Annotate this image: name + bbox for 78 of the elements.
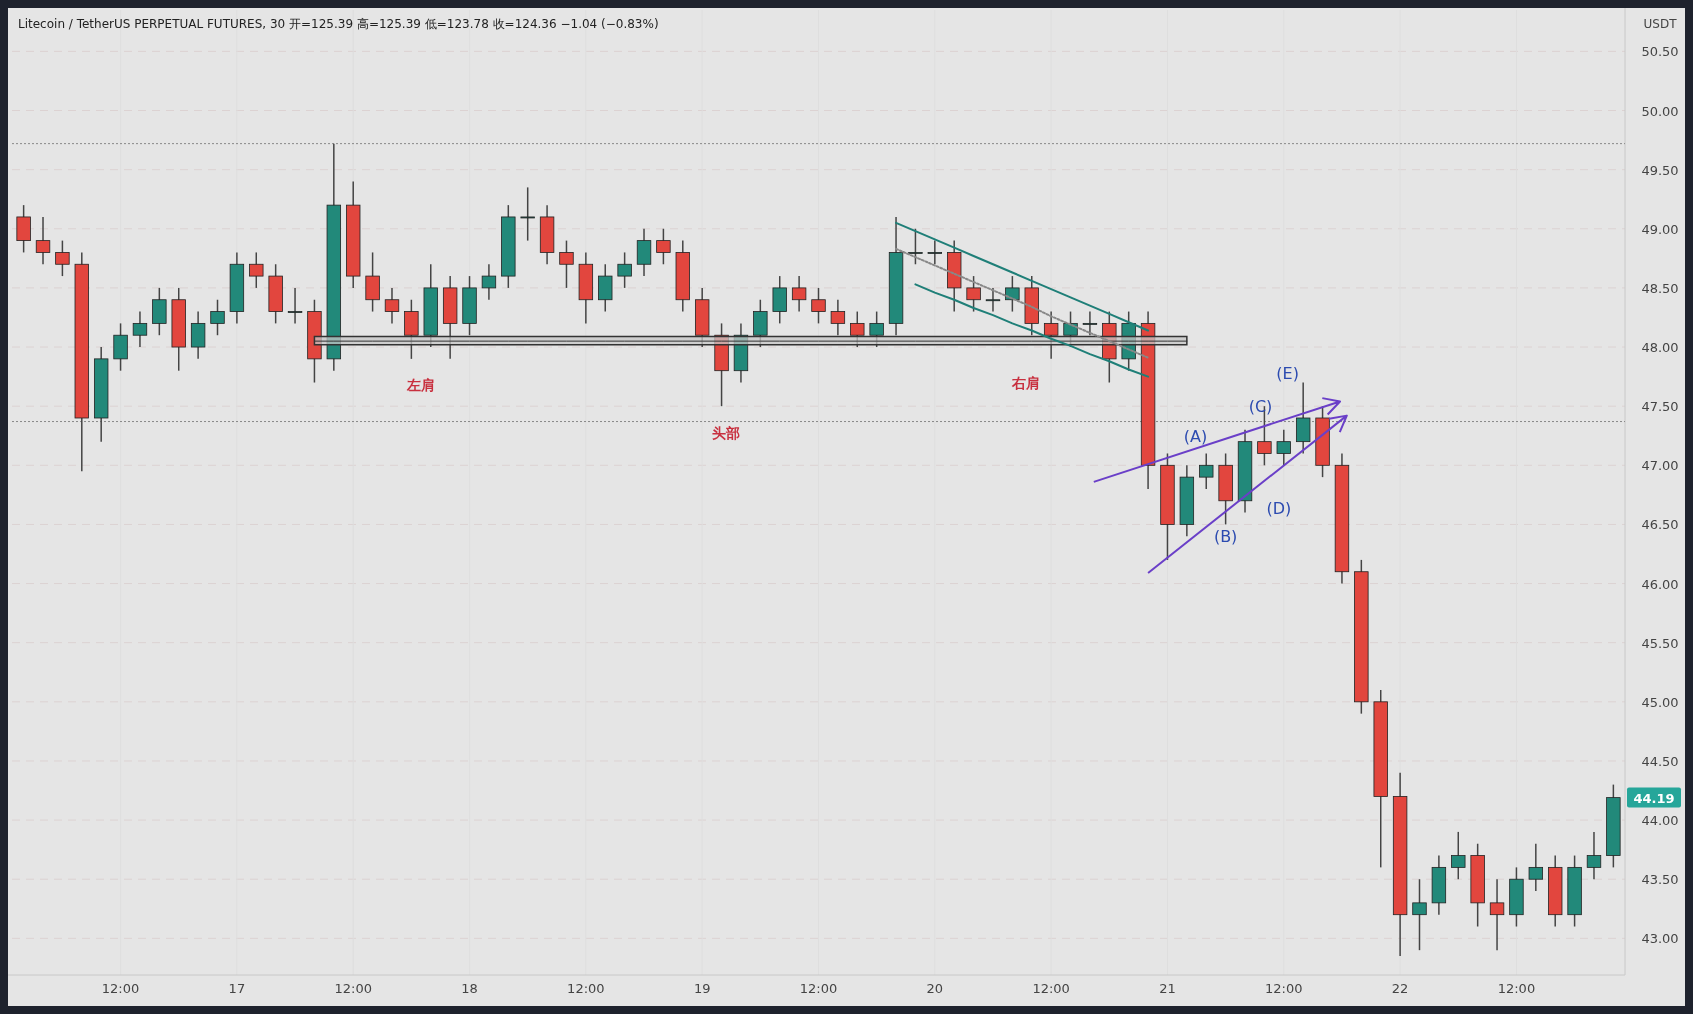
y-tick-label: 44.50 bbox=[1641, 753, 1679, 769]
y-tick-label: 46.50 bbox=[1641, 517, 1679, 533]
x-tick-label: 18 bbox=[461, 981, 478, 996]
x-tick-label: 12:00 bbox=[334, 981, 372, 996]
annotation: (C) bbox=[1248, 397, 1273, 417]
candlestick bbox=[190, 310, 206, 360]
y-tick-label: 48.50 bbox=[1641, 280, 1679, 296]
candlestick bbox=[132, 310, 148, 348]
candlestick bbox=[1451, 831, 1466, 880]
candlestick bbox=[636, 228, 652, 277]
candlestick bbox=[365, 251, 380, 313]
y-tick-label: 44.00 bbox=[1641, 813, 1679, 829]
candlestick bbox=[1489, 878, 1505, 951]
candlestick bbox=[772, 275, 787, 325]
y-tick-label: 43.50 bbox=[1641, 872, 1679, 888]
candlestick bbox=[249, 251, 264, 289]
candlestick bbox=[1295, 381, 1311, 455]
y-tick-label: 50.50 bbox=[1641, 44, 1679, 60]
candlestick bbox=[830, 298, 846, 336]
y-tick-label: 43.00 bbox=[1641, 931, 1679, 947]
candlestick bbox=[113, 322, 128, 372]
candlestick bbox=[908, 228, 923, 266]
annotation: 左肩 bbox=[406, 376, 436, 393]
candlestick bbox=[811, 287, 826, 325]
y-tick-label: 49.50 bbox=[1641, 162, 1679, 178]
candlestick bbox=[1412, 878, 1427, 951]
candlestick bbox=[1586, 831, 1602, 880]
annotation: 头部 bbox=[712, 425, 741, 442]
candlestick bbox=[481, 263, 497, 301]
candlestick bbox=[791, 275, 807, 313]
y-axis-title: USDT bbox=[1643, 17, 1678, 31]
x-tick-label: 12:00 bbox=[1497, 981, 1536, 996]
candlestick bbox=[966, 275, 981, 313]
annotation: (E) bbox=[1276, 364, 1299, 384]
annotation: 右肩 bbox=[1010, 374, 1040, 391]
candlestick bbox=[927, 239, 943, 266]
candlestick bbox=[1199, 452, 1214, 490]
y-tick-label: 50.00 bbox=[1641, 103, 1679, 119]
text: Litecoin / TetherUS PERPETUAL FUTURES, 30 开=125.39 高=125.39 低=123.78 收=124.36 −1.04 (−0.83%) bbox=[18, 17, 659, 31]
y-tick-label: 47.00 bbox=[1641, 458, 1679, 474]
y-tick-label: 48.00 bbox=[1641, 340, 1679, 356]
x-tick-label: 22 bbox=[1391, 981, 1409, 996]
candlestick bbox=[384, 287, 400, 325]
price-tag: 44.19 bbox=[1627, 787, 1681, 808]
candlestick bbox=[404, 298, 419, 360]
candlestick bbox=[16, 204, 31, 254]
candlestick bbox=[55, 239, 70, 277]
annotation: (B) bbox=[1213, 527, 1238, 547]
candlestick bbox=[210, 298, 225, 336]
candlestick bbox=[559, 239, 574, 289]
candlestick bbox=[35, 216, 51, 266]
candlestick bbox=[985, 287, 1001, 313]
y-tick-label: 45.50 bbox=[1641, 635, 1679, 651]
candlestick bbox=[152, 287, 167, 336]
x-tick-label: 12:00 bbox=[799, 981, 838, 996]
candlestick bbox=[656, 228, 671, 266]
annotation: (D) bbox=[1266, 498, 1292, 518]
candlestick bbox=[617, 251, 632, 289]
candlestick bbox=[1528, 842, 1543, 892]
candlestick bbox=[1276, 429, 1291, 467]
x-tick-label: 12:00 bbox=[101, 981, 140, 996]
y-tick-label: 45.00 bbox=[1641, 694, 1679, 710]
x-tick-label: 12:00 bbox=[1265, 981, 1303, 996]
candlestick bbox=[287, 287, 303, 325]
x-tick-label: 19 bbox=[693, 981, 711, 996]
x-tick-label: 20 bbox=[926, 981, 944, 996]
y-tick-label: 49.00 bbox=[1641, 221, 1679, 237]
y-tick-label: 47.50 bbox=[1641, 399, 1679, 415]
x-tick-label: 12:00 bbox=[567, 981, 605, 996]
candlestick bbox=[1005, 275, 1020, 313]
candlestick bbox=[1082, 310, 1098, 336]
candlestick bbox=[598, 263, 613, 313]
annotation: (A) bbox=[1183, 426, 1208, 446]
candlestick bbox=[520, 186, 535, 242]
y-tick-label: 46.00 bbox=[1641, 576, 1679, 592]
x-tick-label: 21 bbox=[1159, 981, 1176, 996]
x-tick-label: 17 bbox=[228, 981, 246, 996]
x-tick-label: 12:00 bbox=[1032, 981, 1070, 996]
